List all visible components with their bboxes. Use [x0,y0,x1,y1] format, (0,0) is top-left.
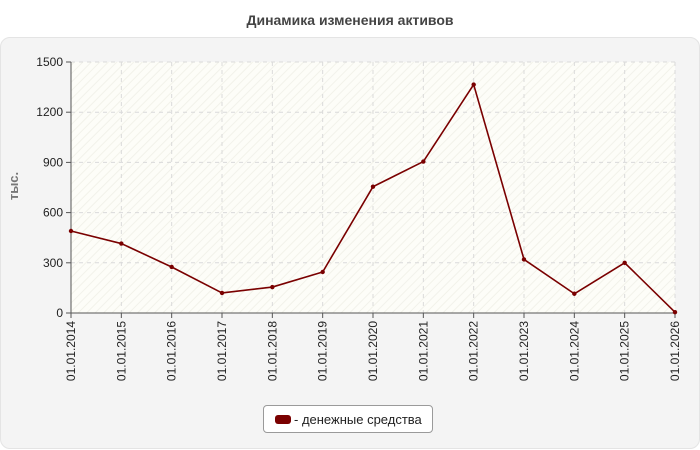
x-tick-label: 01.01.2016 [165,321,179,381]
legend-swatch [275,414,291,424]
data-point [270,284,275,290]
data-point [68,228,74,234]
x-tick-label: 01.01.2022 [467,321,481,381]
data-point [672,309,678,315]
data-point [119,241,124,246]
data-point [471,82,476,87]
data-point [421,159,426,164]
x-tick-label: 01.01.2014 [64,321,78,381]
data-point [169,264,174,270]
series-group [68,82,678,315]
data-point [320,269,325,275]
legend-label: - денежные средства [294,411,422,427]
data-point [370,184,376,189]
grid-lines [71,61,676,313]
x-tick-label: 01.01.2019 [316,321,330,381]
y-tick-label: 300 [43,256,63,270]
y-tick-label: 0 [56,306,63,320]
x-tick-label: 01.01.2024 [567,321,581,381]
x-tick-label: 01.01.2021 [416,321,430,381]
x-axis-ticks: 01.01.2014 01.01.2015 01.01.2016 01.01.2017… [64,313,682,381]
y-axis-label: тыс. [6,172,21,200]
y-tick-label: 900 [43,155,63,169]
chart-title: Динамика изменения активов [246,12,454,28]
data-point [572,291,577,296]
x-tick-label: 01.01.2018 [265,321,279,381]
data-point [219,290,225,296]
x-tick-label: 01.01.2020 [366,321,380,381]
data-point [521,257,527,262]
y-tick-label: 1500 [36,55,63,69]
y-axis-ticks: 0 300 600 900 1200 1500 [36,55,71,320]
x-tick-label: 01.01.2026 [668,321,682,381]
x-tick-label: 01.01.2017 [215,321,229,381]
x-tick-label: 01.01.2023 [517,321,531,381]
y-tick-label: 600 [43,206,63,220]
y-tick-label: 1200 [36,105,63,119]
x-tick-label: 01.01.2025 [618,321,632,381]
legend: - денежные средства [263,405,433,433]
x-tick-label: 01.01.2015 [114,321,128,381]
data-point [622,260,627,265]
